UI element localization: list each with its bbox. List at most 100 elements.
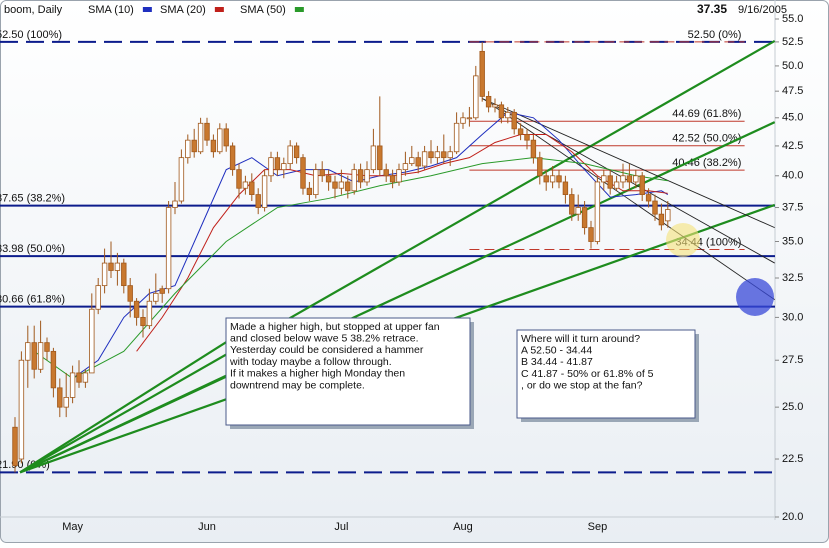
candle-body bbox=[133, 300, 140, 318]
candle-body bbox=[396, 169, 402, 183]
candle-body bbox=[524, 134, 530, 141]
candle-body bbox=[121, 262, 127, 287]
annotation-text: C 41.87 - 50% or 61.8% of 5 bbox=[521, 368, 654, 380]
candle-body bbox=[530, 139, 537, 159]
candle-body bbox=[300, 157, 306, 189]
legend-label: SMA (50) bbox=[240, 4, 286, 16]
candle-body bbox=[255, 194, 261, 208]
candle-body bbox=[332, 181, 338, 189]
candle-body bbox=[313, 169, 319, 195]
header: boom, Daily 37.35 9/16/2005 SMA (10) SMA … bbox=[4, 2, 787, 16]
candle-body bbox=[204, 122, 210, 141]
candle-body bbox=[492, 104, 498, 108]
candle-body bbox=[652, 200, 658, 215]
x-tick-label: Jun bbox=[198, 521, 216, 533]
candle-body bbox=[383, 169, 389, 177]
candle-body bbox=[281, 163, 287, 171]
x-tick-label: Sep bbox=[588, 521, 608, 533]
candle-body bbox=[25, 342, 31, 361]
candle-body bbox=[319, 169, 325, 177]
annotation-text: downtrend may be complete. bbox=[230, 379, 365, 391]
candle-body bbox=[127, 285, 133, 302]
candle-body bbox=[639, 175, 645, 195]
y-tick-label: 40.0 bbox=[782, 170, 803, 182]
candle-body bbox=[594, 181, 601, 242]
candle-body bbox=[165, 207, 172, 290]
retracement-label: 44.69 (61.8%) bbox=[672, 108, 741, 120]
candle-body bbox=[569, 194, 575, 215]
candle-body bbox=[633, 175, 639, 183]
x-tick-label: Jul bbox=[334, 521, 348, 533]
candle-body bbox=[601, 175, 607, 183]
legend-swatch bbox=[142, 7, 152, 12]
annotation-text: B 34.44 - 41.87 bbox=[521, 356, 593, 368]
candle-body bbox=[229, 145, 236, 171]
candle-body bbox=[69, 372, 76, 398]
fan-line bbox=[19, 339, 229, 474]
y-tick-label: 30.0 bbox=[782, 311, 803, 323]
candle-body bbox=[620, 175, 626, 183]
candle-body bbox=[498, 104, 505, 119]
candle-body bbox=[50, 350, 57, 389]
candle-body bbox=[249, 181, 255, 195]
candle-body bbox=[434, 151, 441, 159]
candle-body bbox=[409, 157, 415, 165]
candle-body bbox=[613, 181, 620, 189]
candle-body bbox=[153, 292, 159, 302]
candle-body bbox=[665, 209, 671, 222]
y-tick-label: 22.5 bbox=[782, 453, 803, 465]
chart-title: boom, Daily bbox=[4, 4, 63, 16]
retracement-label: 52.50 (0%) bbox=[688, 29, 742, 41]
candle-body bbox=[473, 75, 479, 119]
x-tick-label: May bbox=[62, 521, 83, 533]
candle-body bbox=[114, 262, 121, 271]
last-price: 37.35 bbox=[697, 2, 727, 16]
legend-swatch bbox=[294, 7, 304, 12]
candle-body bbox=[441, 151, 447, 159]
annotation-text: and closed below wave 5 38.2% retrace. bbox=[230, 332, 419, 344]
annotation-text: Where will it turn around? bbox=[521, 333, 640, 345]
candle-body bbox=[261, 175, 268, 208]
candle-body bbox=[549, 175, 556, 183]
candle-body bbox=[140, 316, 146, 327]
retracement-label: 33.98 (50.0%) bbox=[0, 243, 65, 255]
annotation-text: , or do we stop at the fan? bbox=[521, 380, 643, 392]
y-tick-label: 47.5 bbox=[782, 85, 803, 97]
candle-body bbox=[357, 169, 364, 183]
x-tick-label: Aug bbox=[453, 521, 473, 533]
trend-line bbox=[482, 98, 775, 229]
y-tick-label: 52.5 bbox=[782, 36, 803, 48]
plot: 52.50 (100%) 37.65 (38.2%) 33.98 (50.0%) 30… bbox=[0, 29, 775, 474]
fan-line bbox=[19, 373, 229, 474]
candle-body bbox=[44, 342, 50, 352]
candle-body bbox=[31, 342, 37, 370]
candle-body bbox=[377, 145, 383, 171]
annotation-text: If it makes a higher high Monday then bbox=[230, 368, 405, 380]
candle-body bbox=[562, 181, 569, 195]
y-tick-label: 55.0 bbox=[782, 13, 803, 25]
candle-body bbox=[268, 157, 274, 177]
candle-body bbox=[57, 387, 63, 408]
candle-body bbox=[466, 117, 473, 120]
legend-swatch bbox=[214, 7, 224, 12]
candle-body bbox=[581, 207, 588, 229]
candle-body bbox=[197, 122, 204, 153]
candle-body bbox=[101, 262, 108, 287]
candle-body bbox=[511, 111, 517, 130]
candle-body bbox=[89, 308, 95, 374]
candle-body bbox=[242, 181, 249, 189]
retracement-label: 42.52 (50.0%) bbox=[672, 133, 741, 145]
candle-body bbox=[453, 122, 460, 153]
candle-body bbox=[37, 342, 44, 370]
y-tick-label: 25.0 bbox=[782, 401, 803, 413]
retracement-label: 40.46 (38.2%) bbox=[672, 157, 741, 169]
legend-label: SMA (20) bbox=[160, 4, 206, 16]
candle-body bbox=[351, 169, 357, 192]
y-tick-label: 42.5 bbox=[782, 140, 803, 152]
candle-body bbox=[210, 139, 217, 153]
note-box bbox=[225, 317, 471, 426]
candle-body bbox=[364, 169, 370, 183]
candle-body bbox=[479, 50, 485, 97]
candle-body bbox=[428, 151, 434, 159]
